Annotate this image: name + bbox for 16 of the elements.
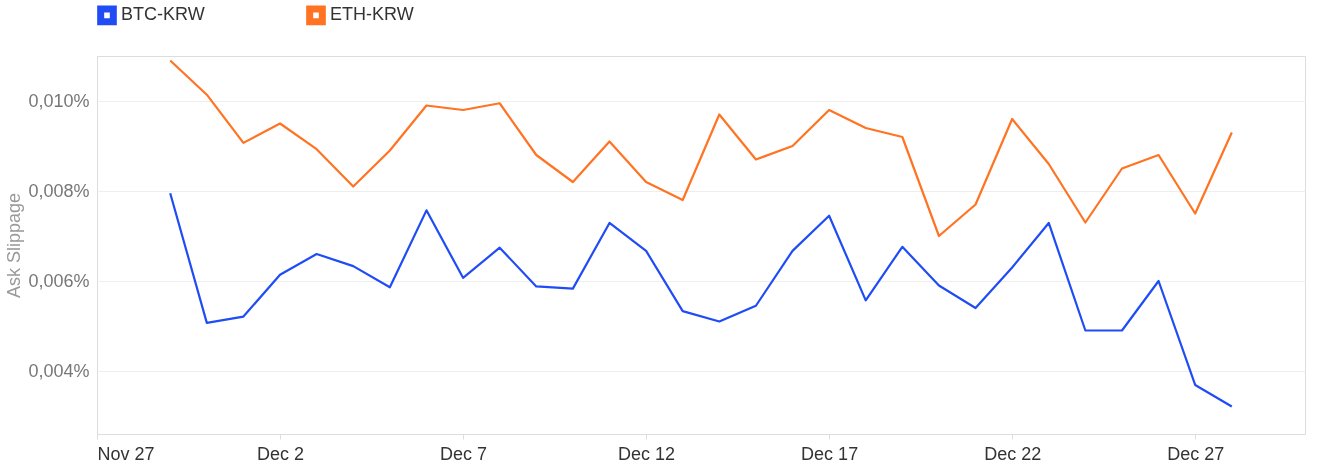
x-tick-label: Dec 2 <box>257 443 305 464</box>
x-tick-label: Dec 22 <box>984 443 1042 464</box>
line-series <box>169 192 1233 408</box>
y-tick-label: 0,008% <box>28 180 90 201</box>
legend-label: ETH-KRW <box>330 4 414 25</box>
y-axis-title: Ask Slippage <box>4 192 25 299</box>
x-tick-label: Dec 27 <box>1167 443 1225 464</box>
x-tick-label: Dec 12 <box>618 443 676 464</box>
y-tick-label: 0,010% <box>28 90 90 111</box>
y-tick-label: 0,004% <box>28 360 90 381</box>
y-tick-label: 0,006% <box>28 270 90 291</box>
line-series <box>169 59 1233 238</box>
legend-label: BTC-KRW <box>121 4 205 25</box>
x-tick-label: Dec 7 <box>440 443 488 464</box>
x-tick-label: Dec 17 <box>801 443 859 464</box>
x-tick-label: Nov 27 <box>97 443 155 464</box>
